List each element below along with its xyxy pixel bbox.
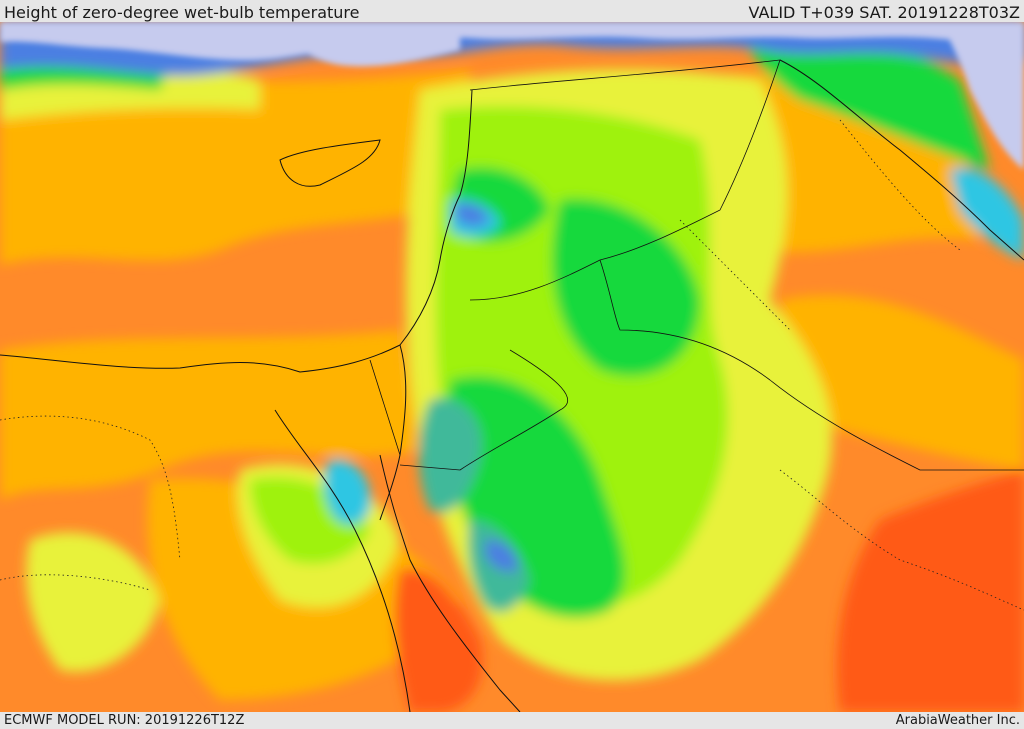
model-run-label: ECMWF MODEL RUN: 20191226T12Z [4, 713, 245, 728]
country-borders [369, 59, 1024, 471]
map-footer: ECMWF MODEL RUN: 20191226T12Z ArabiaWeat… [0, 712, 1024, 729]
northern-sea-field [0, 22, 1024, 170]
map-title: Height of zero-degree wet-bulb temperatu… [4, 3, 360, 22]
province-borders [0, 119, 1024, 611]
weather-map[interactable] [0, 22, 1024, 712]
map-canvas [0, 22, 1024, 712]
map-header: Height of zero-degree wet-bulb temperatu… [0, 0, 1024, 22]
credit-label: ArabiaWeather Inc. [895, 713, 1020, 728]
valid-time-label: VALID T+039 SAT. 20191228T03Z [748, 3, 1020, 22]
contour-fields [0, 22, 1024, 712]
